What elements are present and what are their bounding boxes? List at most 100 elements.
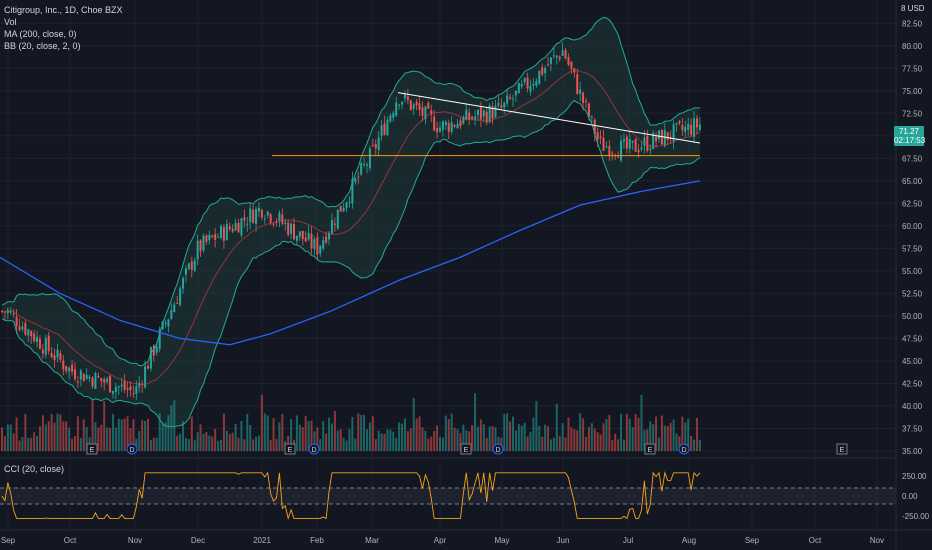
volume-bar	[366, 429, 368, 451]
candle-body	[479, 106, 482, 120]
volume-bar	[319, 439, 322, 451]
candle-body	[18, 326, 21, 330]
cci-pane	[0, 471, 896, 521]
volume-bar	[208, 435, 211, 451]
candle-body	[351, 178, 354, 204]
currency-label[interactable]: 8 USD	[901, 4, 925, 13]
volume-bar	[281, 413, 284, 451]
vol-legend[interactable]: Vol	[4, 17, 17, 27]
volume-bar	[202, 433, 205, 451]
candle-body	[74, 369, 76, 380]
candle-body	[65, 366, 68, 372]
candle-body	[135, 386, 138, 394]
volume-bar	[214, 428, 217, 451]
volume-bar	[631, 427, 634, 451]
volume-bar	[634, 414, 637, 451]
volume-bar	[444, 415, 447, 451]
volume-bar	[12, 433, 15, 451]
candle-body	[491, 106, 494, 119]
candle-body	[485, 111, 488, 123]
symbol-title[interactable]: Citigroup, Inc., 1D, Choe BZX	[4, 5, 123, 15]
candle-body	[158, 329, 161, 349]
volume-bar	[406, 431, 409, 451]
volume-bar	[342, 437, 345, 451]
volume-bar	[681, 416, 684, 451]
candle-body	[436, 127, 439, 133]
candle-body	[552, 55, 555, 57]
candle-body	[167, 319, 170, 327]
candle-body	[520, 84, 523, 87]
candle-body	[252, 209, 255, 224]
candle-body	[693, 118, 696, 137]
ma-legend[interactable]: MA (200, close, 0)	[4, 29, 77, 39]
event-label: E	[90, 447, 95, 454]
candle-body	[36, 336, 39, 342]
volume-bar	[456, 429, 459, 451]
volume-bar	[182, 421, 185, 451]
volume-bar	[547, 426, 550, 451]
price-tick: 77.50	[902, 64, 923, 73]
volume-bar	[465, 430, 468, 451]
candle-body	[126, 388, 129, 390]
candle-body	[631, 140, 634, 143]
candle-body	[482, 110, 485, 117]
bb-legend[interactable]: BB (20, close, 2, 0)	[4, 41, 81, 51]
candle-body	[380, 125, 383, 136]
event-mark: D	[308, 443, 320, 455]
volume-bar	[348, 428, 351, 451]
candle-body	[237, 222, 240, 233]
volume-bar	[287, 435, 290, 451]
candle-body	[132, 393, 135, 395]
volume-bar	[193, 440, 196, 451]
candle-body	[30, 330, 33, 337]
price-tick: 42.50	[902, 379, 923, 388]
volume-bar	[500, 437, 503, 451]
candle-body	[246, 223, 249, 225]
candle-body	[371, 145, 374, 147]
volume-bar	[690, 435, 693, 451]
volume-bar	[237, 437, 240, 451]
candle-body	[538, 70, 541, 84]
candle-body	[295, 235, 298, 241]
drawings[interactable]	[272, 92, 701, 157]
volume-bar	[468, 431, 471, 451]
volume-bar	[100, 424, 103, 451]
candle-body	[421, 107, 424, 116]
volume-bar	[1, 427, 3, 451]
candle-body	[561, 50, 564, 56]
cci-legend[interactable]: CCI (20, close)	[4, 464, 65, 474]
volume-bar	[6, 424, 9, 451]
volume-bar	[260, 394, 263, 451]
candle-body	[663, 130, 666, 147]
candle-body	[27, 329, 30, 336]
candle-body	[330, 220, 333, 234]
volume-bar	[538, 425, 541, 451]
volume-bar	[123, 418, 126, 451]
volume-bar	[471, 425, 474, 451]
price-tick: 55.00	[902, 267, 923, 276]
time-axis[interactable]: Sep Oct Nov Dec 2021 Feb Mar Apr May Jun Jul Aug Sep…	[1, 536, 884, 545]
volume-bar	[398, 422, 401, 451]
volume-bar	[441, 437, 444, 451]
price-axis[interactable]: 82.5080.0077.5075.0072.5070.0067.5065.00…	[902, 19, 930, 521]
volume-bar	[409, 428, 412, 451]
candle-body	[529, 85, 532, 92]
volume-bar	[220, 439, 222, 451]
earnings-marker	[460, 443, 472, 455]
event-mark: E	[86, 443, 98, 455]
candle-body	[106, 378, 109, 382]
time-tick: Nov	[128, 536, 142, 545]
cci-tick: 0.00	[902, 492, 918, 501]
candle-body	[544, 67, 547, 74]
volume-bar	[217, 440, 220, 451]
candle-body	[383, 123, 386, 135]
candle-body	[695, 118, 698, 128]
volume-bar	[9, 424, 12, 451]
candle-body	[593, 119, 596, 135]
volume-bar	[132, 419, 135, 451]
candle-body	[56, 349, 59, 358]
candle-body	[304, 237, 307, 242]
bollinger-band-fill	[2, 17, 700, 427]
